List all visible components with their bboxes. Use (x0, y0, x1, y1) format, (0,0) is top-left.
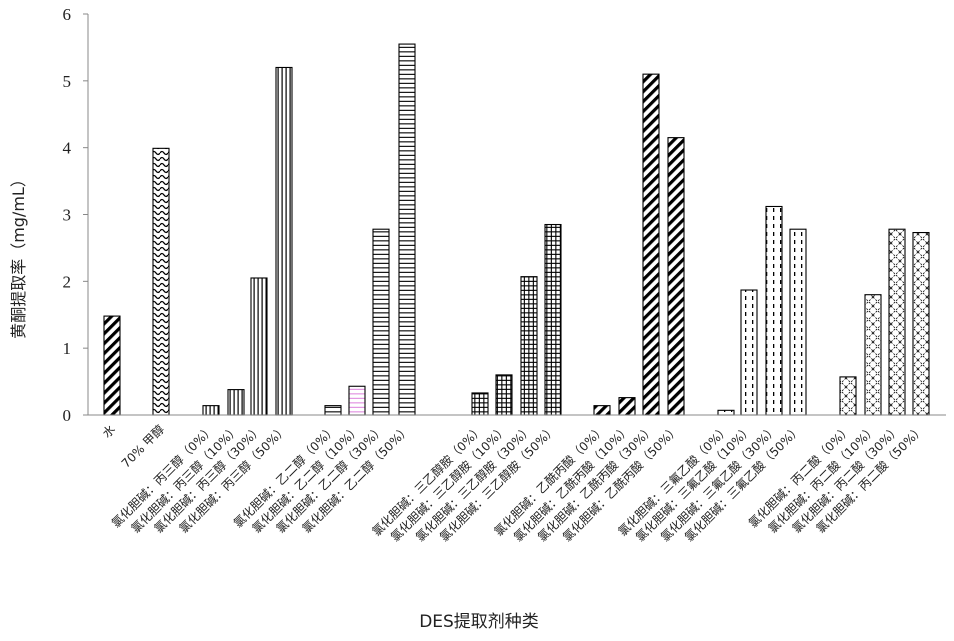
bar (766, 206, 782, 415)
bar (545, 225, 561, 415)
bar (643, 74, 659, 415)
bar (349, 386, 365, 415)
bar (521, 277, 537, 415)
bar (718, 410, 734, 415)
y-axis-title: 黄酮提取率（mg/mL） (9, 171, 28, 339)
bar (889, 229, 905, 415)
y-axis: 0 1 2 3 4 5 6 (63, 5, 89, 425)
bar (276, 67, 292, 415)
bar (840, 377, 856, 415)
category-label: 水 (100, 422, 118, 440)
category-label: 70% 甲醇 (118, 422, 167, 471)
x-axis-title: DES提取剂种类 (419, 612, 539, 632)
bar (496, 375, 512, 415)
bar (325, 406, 341, 415)
y-tick-label: 5 (63, 72, 72, 91)
y-tick-label: 4 (63, 139, 72, 158)
bar (399, 44, 415, 415)
bar (913, 233, 929, 415)
y-tick-label: 1 (63, 339, 72, 358)
bar (594, 406, 610, 415)
bars (104, 44, 929, 415)
bar (619, 398, 635, 415)
bar (228, 390, 244, 415)
bar (741, 290, 757, 415)
bar (373, 229, 389, 415)
bar (153, 148, 169, 415)
bar (203, 406, 219, 415)
bar (790, 229, 806, 415)
bar (472, 393, 488, 415)
y-tick-label: 3 (63, 206, 72, 225)
category-labels: 水70% 甲醇氯化胆碱：丙三醇（0%）氯化胆碱：丙三醇（10%）氯化胆碱：丙三醇… (100, 422, 927, 545)
bar (251, 278, 267, 415)
y-tick-label: 2 (63, 272, 72, 291)
bar (104, 316, 120, 415)
y-tick-label: 0 (63, 406, 72, 425)
bar (668, 138, 684, 415)
y-tick-label: 6 (63, 5, 72, 24)
bar (865, 295, 881, 415)
